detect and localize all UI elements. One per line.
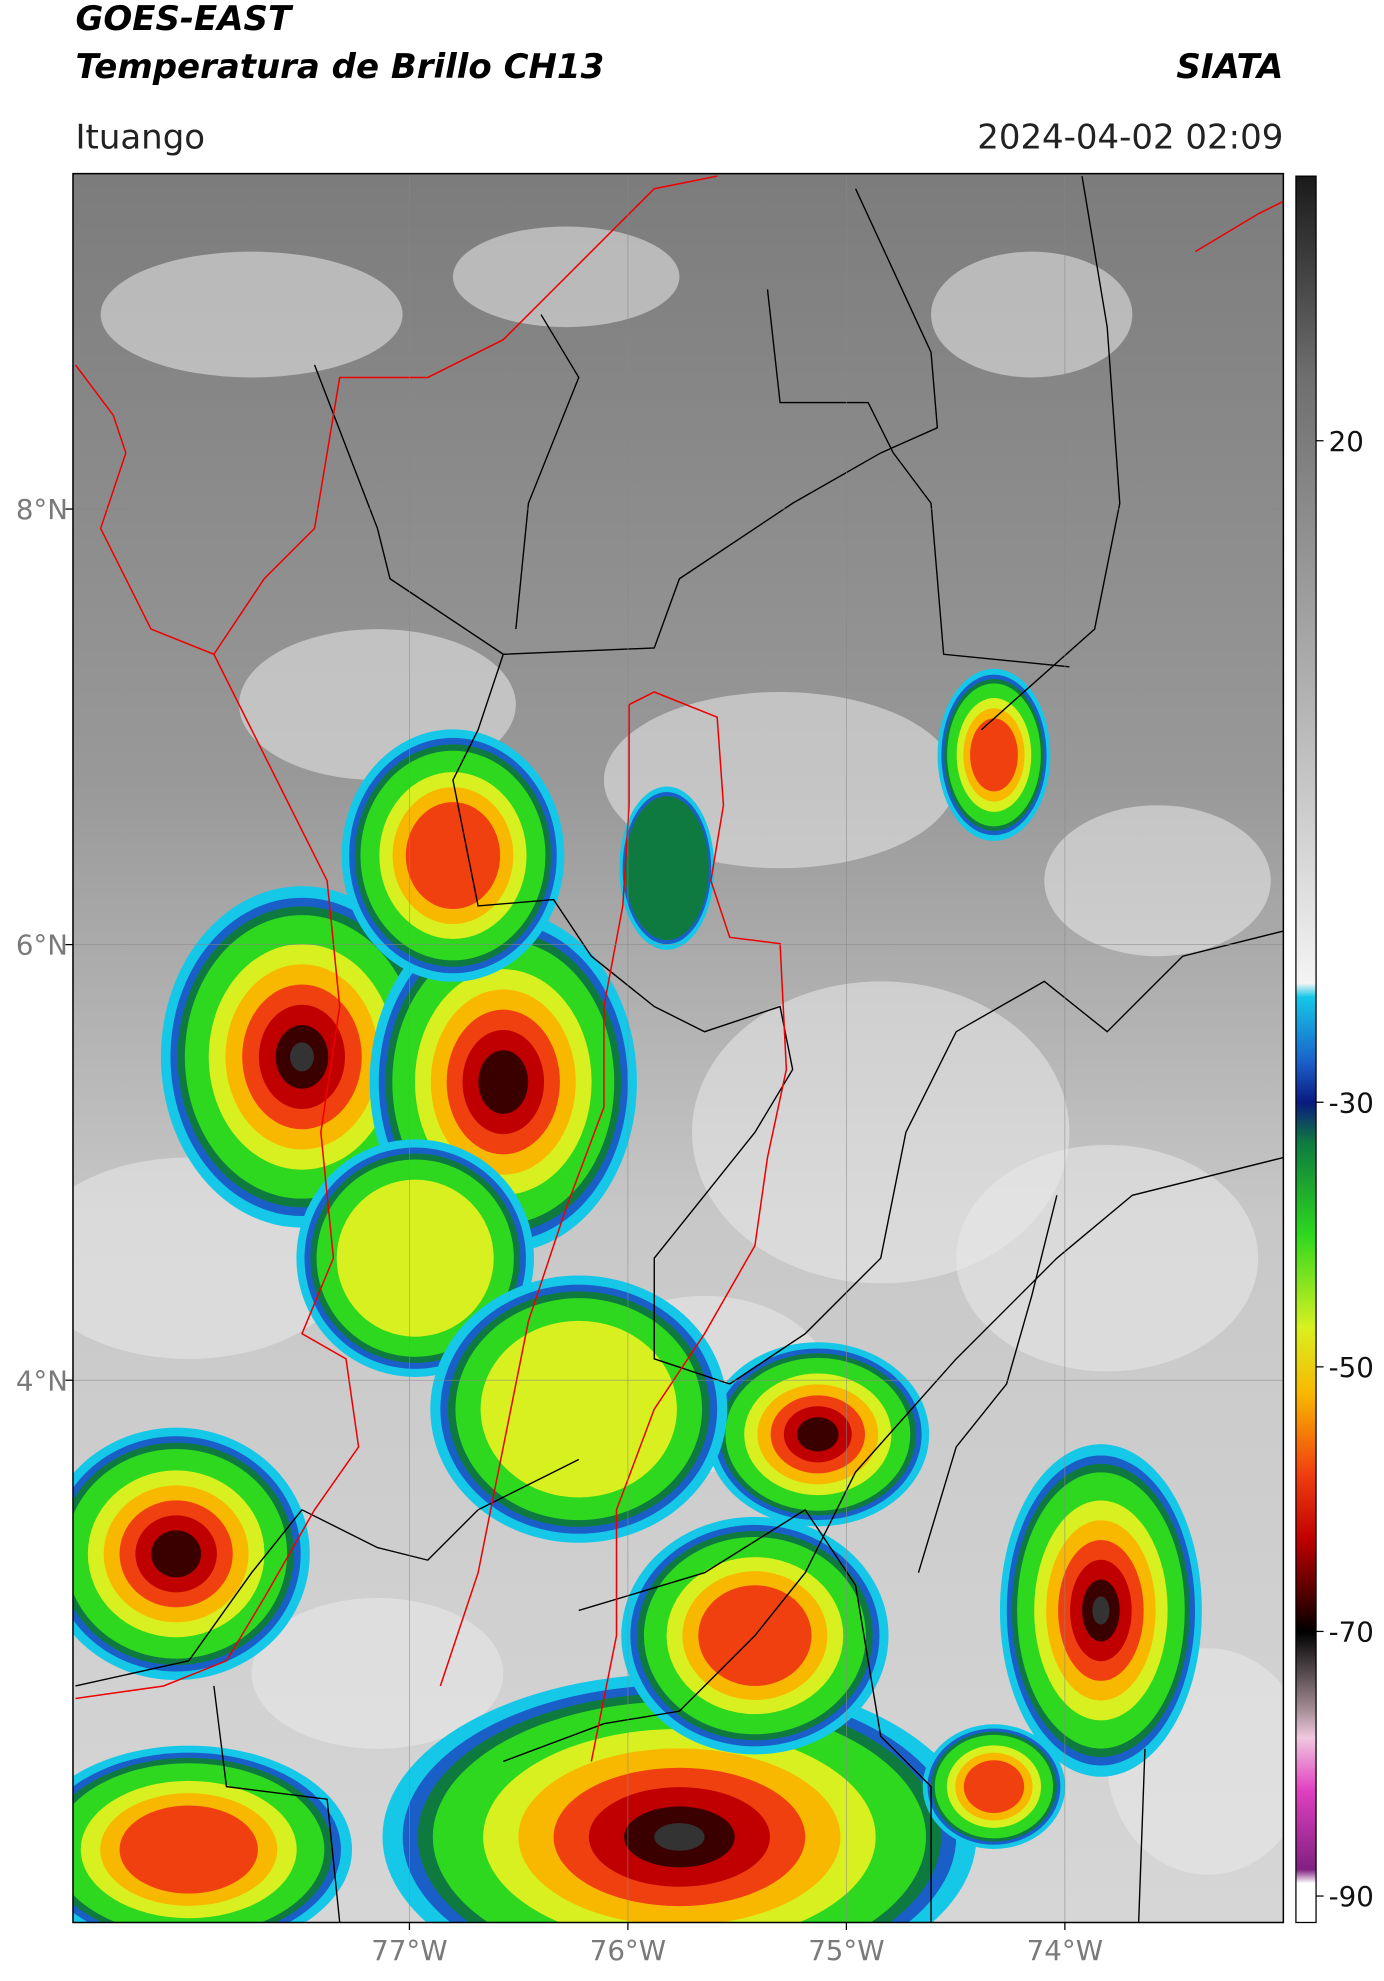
colorbar-segment bbox=[1295, 1631, 1317, 1712]
colorbar-segment bbox=[1295, 1472, 1317, 1540]
cloud-patch bbox=[100, 251, 403, 378]
admin-border bbox=[578, 1508, 932, 1923]
storm-cell bbox=[654, 1823, 705, 1851]
storm-cell bbox=[624, 796, 709, 941]
colorbar-segment bbox=[1295, 705, 1317, 984]
storm-cell bbox=[1092, 1596, 1110, 1625]
cloud-patch bbox=[251, 1597, 504, 1749]
admin-border bbox=[515, 314, 580, 630]
admin-border bbox=[503, 1156, 1284, 1763]
cloud-patch bbox=[1044, 805, 1271, 957]
colorbar-segment bbox=[1295, 1710, 1317, 1738]
colorbar-tick-label: -70 bbox=[1329, 1616, 1374, 1649]
storm-cell bbox=[963, 1760, 1025, 1814]
colorbar-segment bbox=[1295, 1790, 1317, 1871]
datetime-label: 2024-04-02 02:09 bbox=[977, 117, 1283, 157]
colorbar-segment bbox=[1295, 1141, 1317, 1236]
admin-border bbox=[452, 654, 592, 957]
colorbar-segment bbox=[1295, 983, 1317, 998]
source-label: SIATA bbox=[1176, 47, 1283, 87]
lon-tick-label: 75°W bbox=[808, 1934, 884, 1967]
colorbar-segment bbox=[1295, 1234, 1317, 1328]
lon-tick-label: 77°W bbox=[371, 1934, 447, 1967]
storm-cell bbox=[405, 802, 501, 910]
admin-border bbox=[75, 1458, 580, 1687]
storm-cell bbox=[290, 1042, 314, 1072]
map-overlay: 77°W 76°W 75°W 74°W 8°N 6°N 4°N bbox=[16, 493, 1103, 1967]
country-border bbox=[590, 691, 788, 1762]
colorbar-tick-label: 20 bbox=[1329, 425, 1364, 458]
lat-tick-label: 6°N bbox=[16, 929, 68, 962]
storm-cell bbox=[151, 1530, 202, 1578]
storm-cell bbox=[478, 1050, 529, 1114]
country-border bbox=[439, 704, 630, 1687]
country-border bbox=[1194, 200, 1284, 253]
colorbar-tick-label: -30 bbox=[1329, 1086, 1374, 1119]
lon-tick-label: 74°W bbox=[1027, 1934, 1103, 1967]
colorbar-segment bbox=[1295, 1062, 1317, 1103]
country-border bbox=[74, 364, 360, 1700]
colorbar-tick-label: -90 bbox=[1329, 1880, 1374, 1913]
admin-border bbox=[729, 930, 1284, 1385]
admin-border bbox=[590, 955, 794, 1385]
colorbar-segment bbox=[1295, 374, 1317, 706]
colorbar-segment bbox=[1295, 1882, 1317, 1924]
colorbar-segment bbox=[1295, 1604, 1317, 1633]
admin-border bbox=[917, 1195, 1058, 1573]
colorbar-segment bbox=[1295, 176, 1317, 376]
storm-cell bbox=[119, 1805, 258, 1894]
admin-border bbox=[213, 1685, 341, 1923]
colorbar-segment bbox=[1295, 1737, 1317, 1791]
colorbar-segment bbox=[1295, 1869, 1317, 1884]
colorbar-frame bbox=[1295, 175, 1317, 1924]
colorbar-segment bbox=[1295, 1327, 1317, 1394]
colorbar-segment bbox=[1295, 1102, 1317, 1143]
admin-border bbox=[1137, 1748, 1146, 1923]
country-border bbox=[213, 175, 718, 655]
admin-border bbox=[313, 188, 939, 655]
lat-tick-label: 4°N bbox=[16, 1364, 68, 1397]
colorbar-segment bbox=[1295, 996, 1317, 1064]
colorbar-segment bbox=[1295, 1393, 1317, 1474]
colorbar-tick-label: -50 bbox=[1329, 1351, 1374, 1384]
region-label: Ituango bbox=[75, 117, 205, 157]
admin-border bbox=[766, 289, 1070, 668]
storm-cell bbox=[336, 1179, 494, 1337]
cloud-patch bbox=[931, 251, 1133, 378]
satellite-title: GOES-EAST bbox=[75, 0, 293, 39]
admin-border bbox=[980, 176, 1121, 731]
map-frame bbox=[72, 172, 1285, 1924]
map-area bbox=[72, 173, 1284, 1923]
storm-cell bbox=[797, 1417, 839, 1452]
lon-tick-label: 76°W bbox=[590, 1934, 666, 1967]
product-title: Temperatura de Brillo CH13 bbox=[75, 47, 604, 87]
colorbar-segment bbox=[1295, 1538, 1317, 1606]
cloud-patch bbox=[692, 981, 1070, 1284]
storm-cell bbox=[970, 718, 1018, 792]
lat-tick-label: 8°N bbox=[16, 493, 68, 526]
